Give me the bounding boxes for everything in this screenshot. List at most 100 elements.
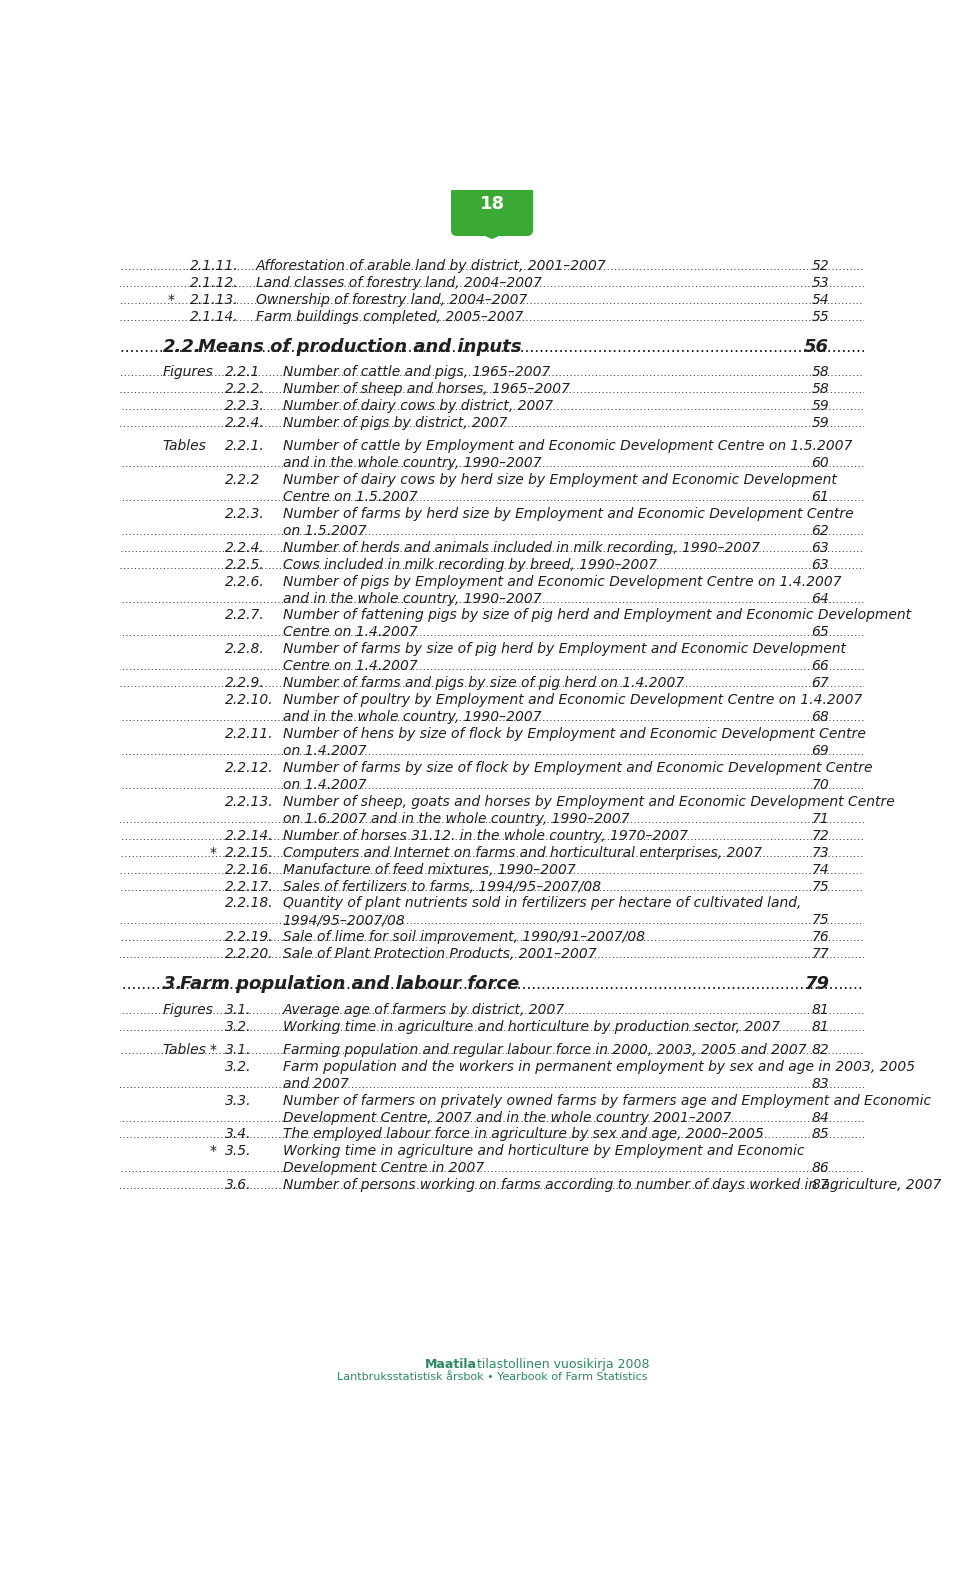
Text: 86: 86	[811, 1161, 829, 1175]
Text: 65: 65	[811, 625, 829, 639]
Text: 2.2.12.: 2.2.12.	[225, 761, 274, 775]
Text: ................................................................................: ........................................…	[0, 865, 960, 875]
Text: ................................................................................: ........................................…	[0, 402, 960, 411]
Text: Figures: Figures	[162, 365, 213, 380]
Text: 81: 81	[811, 1003, 829, 1017]
Text: Number of persons working on farms according to number of days worked in agricul: Number of persons working on farms accor…	[283, 1179, 941, 1193]
Text: 52: 52	[811, 259, 829, 274]
Text: *: *	[210, 1043, 217, 1057]
Text: 2.2.1: 2.2.1	[225, 365, 260, 380]
Text: Sale of lime for soil improvement, 1990/91–2007/08: Sale of lime for soil improvement, 1990/…	[283, 930, 645, 944]
Text: 76: 76	[811, 930, 829, 944]
Text: 55: 55	[811, 310, 829, 324]
Text: 2.2.3.: 2.2.3.	[225, 399, 264, 413]
Text: 2.2.14.: 2.2.14.	[225, 829, 274, 843]
Text: Number of farms by herd size by Employment and Economic Development Centre: Number of farms by herd size by Employme…	[283, 506, 853, 520]
Text: 85: 85	[811, 1128, 829, 1142]
Text: 83: 83	[811, 1077, 829, 1090]
Text: Number of sheep, goats and horses by Employment and Economic Development Centre: Number of sheep, goats and horses by Emp…	[283, 794, 895, 808]
Text: 53: 53	[811, 275, 829, 290]
Text: 75: 75	[811, 913, 829, 927]
Text: ................................................................................: ........................................…	[0, 679, 960, 690]
Text: 2.2.9.: 2.2.9.	[225, 676, 264, 690]
Text: ................................................................................: ........................................…	[0, 384, 960, 396]
Text: 2.2.6.: 2.2.6.	[225, 574, 264, 589]
Text: 56: 56	[804, 337, 829, 356]
Text: 82: 82	[811, 1043, 829, 1057]
Text: ................................................................................: ........................................…	[0, 278, 960, 290]
Text: 70: 70	[811, 778, 829, 793]
Text: ................................................................................: ........................................…	[0, 713, 960, 723]
Text: ................................................................................: ........................................…	[0, 595, 960, 604]
Text: Number of farmers on privately owned farms by farmers age and Employment and Eco: Number of farmers on privately owned far…	[283, 1093, 931, 1107]
Text: on 1.5.2007: on 1.5.2007	[283, 524, 367, 538]
Text: Farm buildings completed, 2005–2007: Farm buildings completed, 2005–2007	[255, 310, 523, 324]
Text: Number of farms and pigs by size of pig herd on 1.4.2007: Number of farms and pigs by size of pig …	[283, 676, 684, 690]
Text: ................................................................................: ........................................…	[0, 544, 960, 554]
Text: 59: 59	[811, 416, 829, 430]
Text: Number of horses 31.12. in the whole country, 1970–2007: Number of horses 31.12. in the whole cou…	[283, 829, 687, 843]
Text: 62: 62	[811, 524, 829, 538]
Text: *: *	[210, 1144, 217, 1158]
Text: Number of poultry by Employment and Economic Development Centre on 1.4.2007: Number of poultry by Employment and Econ…	[283, 693, 862, 707]
Text: ................................................................................: ........................................…	[0, 263, 960, 272]
Text: 87: 87	[811, 1179, 829, 1193]
Text: 63: 63	[811, 541, 829, 555]
Text: 71: 71	[811, 812, 829, 826]
Text: 3.1.: 3.1.	[225, 1003, 252, 1017]
Text: ................................................................................: ........................................…	[0, 1006, 960, 1016]
Text: 84: 84	[811, 1111, 829, 1125]
Text: 2.2.3.: 2.2.3.	[225, 506, 264, 520]
Text: 3.6.: 3.6.	[225, 1179, 252, 1193]
Text: 1994/95–2007/08: 1994/95–2007/08	[283, 913, 405, 927]
Text: 77: 77	[811, 948, 829, 962]
Text: Number of sheep and horses, 1965–2007: Number of sheep and horses, 1965–2007	[283, 383, 569, 396]
Text: Computers and Internet on farms and horticultural enterprises, 2007: Computers and Internet on farms and hort…	[283, 846, 761, 859]
Text: ................................................................................: ........................................…	[0, 560, 960, 571]
Text: 2.2.17.: 2.2.17.	[225, 880, 274, 894]
Text: 54: 54	[811, 293, 829, 307]
Text: 3.3.: 3.3.	[225, 1093, 252, 1107]
Text: 2.2.1.: 2.2.1.	[225, 440, 264, 452]
Text: Number of fattening pigs by size of pig herd and Employment and Economic Develop: Number of fattening pigs by size of pig …	[283, 609, 911, 622]
Text: ................................................................................: ........................................…	[0, 459, 960, 468]
Text: 2.2.10.: 2.2.10.	[225, 693, 274, 707]
Text: ................................................................................: ........................................…	[0, 340, 960, 354]
Text: on 1.6.2007 and in the whole country, 1990–2007: on 1.6.2007 and in the whole country, 19…	[283, 812, 630, 826]
Text: Farming population and regular labour force in 2000, 2003, 2005 and 2007: Farming population and regular labour fo…	[283, 1043, 806, 1057]
Text: Number of cattle and pigs, 1965–2007: Number of cattle and pigs, 1965–2007	[283, 365, 550, 380]
Text: tilastollinen vuosikirja 2008: tilastollinen vuosikirja 2008	[477, 1357, 650, 1372]
Text: Ownership of forestry land, 2004–2007: Ownership of forestry land, 2004–2007	[255, 293, 527, 307]
Text: Number of dairy cows by herd size by Employment and Economic Development: Number of dairy cows by herd size by Emp…	[283, 473, 836, 487]
Text: Land classes of forestry land, 2004–2007: Land classes of forestry land, 2004–2007	[255, 275, 541, 290]
Text: 69: 69	[811, 744, 829, 758]
Text: 67: 67	[811, 676, 829, 690]
Text: 2.2.18.: 2.2.18.	[225, 897, 274, 911]
Text: 58: 58	[811, 365, 829, 380]
Text: 2.2.: 2.2.	[162, 337, 202, 356]
Text: 73: 73	[811, 846, 829, 859]
Text: Working time in agriculture and horticulture by Employment and Economic: Working time in agriculture and horticul…	[283, 1144, 804, 1158]
Text: Average age of farmers by district, 2007: Average age of farmers by district, 2007	[283, 1003, 565, 1017]
Text: 2.2.15.: 2.2.15.	[225, 846, 274, 859]
Text: 2.1.14.: 2.1.14.	[190, 310, 238, 324]
Text: Centre on 1.5.2007: Centre on 1.5.2007	[283, 490, 418, 505]
Polygon shape	[458, 223, 526, 239]
Text: Farm population and the workers in permanent employment by sex and age in 2003, : Farm population and the workers in perma…	[283, 1060, 915, 1074]
Text: 79: 79	[804, 975, 829, 993]
Text: 3.: 3.	[162, 975, 182, 993]
Text: 81: 81	[811, 1020, 829, 1033]
Text: Sale of Plant Protection Products, 2001–2007: Sale of Plant Protection Products, 2001–…	[283, 948, 596, 962]
Text: Means of production and inputs: Means of production and inputs	[198, 337, 521, 356]
Text: ................................................................................: ........................................…	[0, 313, 960, 323]
Text: *: *	[168, 293, 175, 307]
Text: Number of herds and animals included in milk recording, 1990–2007: Number of herds and animals included in …	[283, 541, 759, 555]
Text: Number of farms by size of flock by Employment and Economic Development Centre: Number of farms by size of flock by Empl…	[283, 761, 873, 775]
Text: Farm population and labour force: Farm population and labour force	[180, 975, 519, 993]
Text: *: *	[210, 846, 217, 859]
Text: 2.1.11.: 2.1.11.	[190, 259, 238, 274]
Text: 68: 68	[811, 710, 829, 725]
Text: 2.2.11.: 2.2.11.	[225, 728, 274, 740]
Text: ................................................................................: ........................................…	[0, 747, 960, 758]
Text: 66: 66	[811, 660, 829, 674]
